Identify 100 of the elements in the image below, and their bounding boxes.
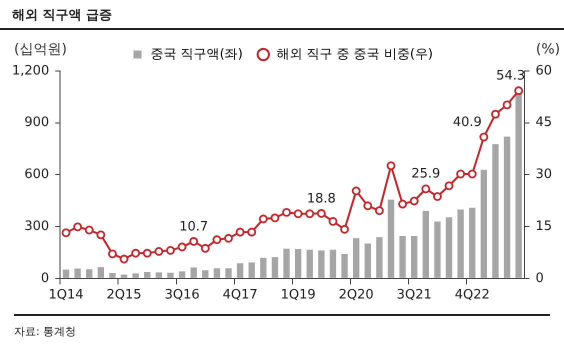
y2-tick-label: 15 [535,218,552,234]
point [340,224,349,234]
x-tick-label: 1Q14 [48,288,84,303]
bar [98,267,104,278]
bar [480,170,488,278]
bar [109,273,116,278]
point [363,201,372,210]
y2-tick-label: 0 [535,270,544,286]
point [316,209,326,218]
y-tick-label: 1,200 [12,63,50,78]
bar [411,236,418,278]
bar [294,249,302,278]
bar [376,237,383,278]
x-tick-label: 3Q16 [164,288,200,303]
bar [74,268,81,278]
y-axis-title: (십억원) [14,42,67,58]
legend-label: 중국 직구액(좌) [150,46,243,62]
point [479,132,488,142]
bar [86,269,92,278]
y2-tick-label: 60 [535,63,552,78]
bar [190,268,197,278]
bar [144,272,150,278]
point [120,254,128,264]
bar [306,250,313,278]
point [108,249,117,258]
point [236,228,245,236]
point [166,246,175,255]
point [444,181,454,190]
bar [236,263,244,278]
point [386,161,396,170]
point [224,234,233,243]
bar [132,273,139,278]
point [294,209,303,218]
bar [156,272,162,278]
point [212,235,222,244]
bar [62,270,70,278]
point [352,186,361,196]
data-label: 40.9 [452,114,482,130]
point [502,100,512,110]
bar [248,262,255,278]
bar [446,217,452,278]
bar [260,258,267,278]
point [178,242,186,252]
bar [515,92,522,278]
data-label: 54.3 [496,68,526,84]
bar [202,270,208,278]
y-tick-label: 0 [40,270,50,286]
x-tick-label: 4Q17 [222,288,258,303]
point [514,86,524,96]
x-tick-label: 2Q15 [106,288,142,303]
point [398,200,407,208]
bar [120,274,128,278]
bar [214,268,220,278]
point [247,228,256,236]
point [491,110,500,119]
y-tick-label: 300 [24,218,50,234]
chart-title: 해외 직구액 급증 [0,0,564,30]
data-label: 18.8 [306,191,336,206]
y-tick-label: 900 [24,115,50,130]
point [374,206,384,216]
point [270,214,280,222]
y2-tick-label: 30 [535,167,552,182]
bar [364,243,371,278]
y-tick-label: 600 [24,167,50,182]
data-label: 25.9 [411,166,440,182]
point [62,228,70,238]
point [258,214,268,224]
point [96,230,106,240]
bar [341,254,348,278]
bar [178,271,186,278]
point [305,209,314,218]
point [456,170,466,178]
bar [352,238,360,278]
bar [399,236,406,278]
data-label: 10.7 [179,219,208,234]
point [84,226,94,234]
point [131,248,140,258]
point [328,216,338,226]
point [189,237,198,246]
bar [492,144,499,278]
bar [225,268,232,278]
y2-tick-label: 45 [535,115,552,130]
point [142,248,152,258]
x-tick-label: 1Q19 [280,288,316,303]
text: 자료: 통계청 [14,324,78,339]
bar [388,200,394,278]
point [282,208,291,217]
point [410,196,419,206]
bar [330,250,336,278]
point [433,192,442,201]
x-tick-label: 3Q21 [396,288,432,303]
bar [457,209,464,278]
point [200,244,210,253]
bar [422,210,429,278]
point [154,247,164,256]
point [468,170,477,178]
bar [283,248,290,278]
bar [434,222,441,278]
bar [504,136,510,278]
x-tick-label: 4Q22 [454,288,490,303]
